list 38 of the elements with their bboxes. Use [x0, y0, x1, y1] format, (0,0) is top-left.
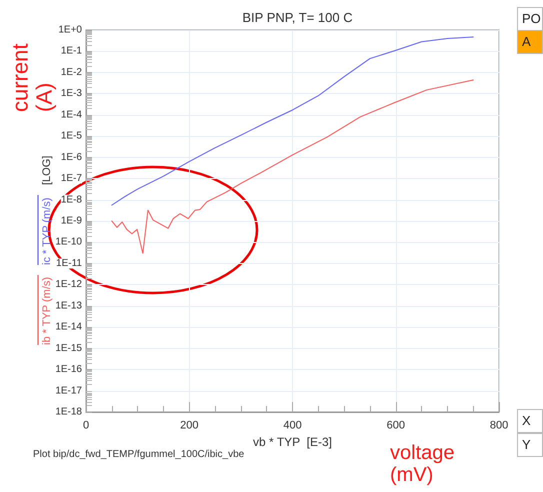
y-tick-label: 1E+0	[58, 24, 82, 36]
y-tick-label: 1E-6	[60, 152, 82, 163]
text: X	[517, 409, 543, 433]
chart-title: BIP PNP, T= 100 C	[242, 10, 353, 25]
y-tick-label: 1E-7	[60, 173, 82, 184]
y-axis-title: [LOG]	[41, 156, 53, 185]
y-tick-label: 1E-8	[60, 194, 82, 206]
text: current (A)	[8, 44, 56, 112]
text: A	[517, 30, 543, 54]
y-tick-label: 1E-3	[60, 88, 82, 100]
y-tick-label: 1E-1	[60, 46, 82, 57]
text: PO	[517, 7, 543, 31]
y-tick-label: 1E-13	[55, 300, 82, 312]
y-tick-label: 1E-10	[55, 236, 82, 248]
y-tick-label: 1E-15	[55, 342, 82, 354]
line-series	[111, 80, 474, 254]
y-tick-label: 1E-2	[60, 66, 82, 78]
text: Plot bip/dc_fwd_TEMP/fgummel_100C/ibic_vbe	[33, 449, 244, 460]
x-tick-label: 600	[386, 420, 405, 432]
y-tick-label: 1E-14	[55, 322, 82, 333]
y-tick-label: 1E-5	[60, 130, 82, 142]
y-tick-label: 1E-9	[60, 216, 82, 226]
text: Y	[517, 433, 543, 457]
text: voltage (mV)	[390, 442, 454, 486]
x-tick-label: 200	[180, 420, 198, 432]
y-tick-label: 1E-12	[55, 279, 82, 290]
y-tick-label: 1E-11	[56, 258, 82, 269]
x-tick-label: 0	[82, 420, 90, 432]
y-tick-label: 1E-18	[55, 406, 82, 418]
x-tick-label: 400	[283, 420, 302, 432]
text: ib * TYP (m/s)	[41, 276, 53, 345]
y-tick-label: 1E-4	[60, 109, 82, 120]
y-tick-label: 1E-16	[55, 364, 82, 376]
y-tick-label: 1E-17	[55, 385, 82, 396]
line-series	[111, 36, 474, 206]
x-axis-title: vb * TYP [E-3]	[253, 434, 332, 449]
text: ic * TYP (m/s)	[41, 198, 53, 265]
x-tick-label: 800	[490, 420, 508, 432]
